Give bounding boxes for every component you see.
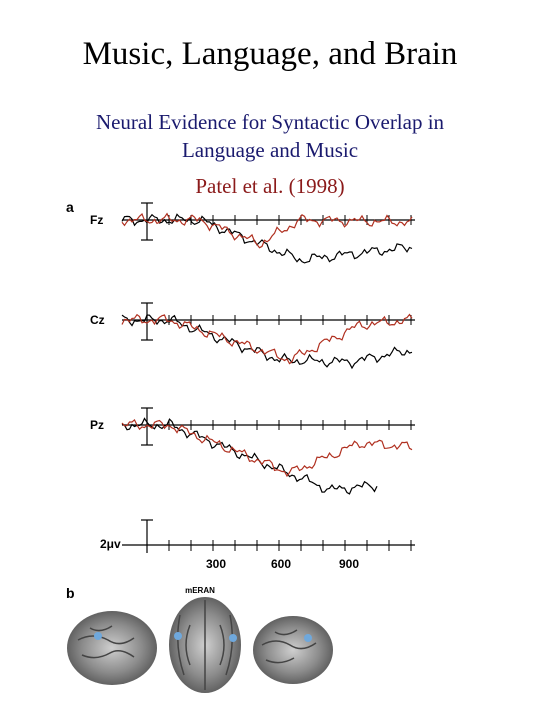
scale-label: 2μv (100, 537, 121, 551)
waveform (121, 313, 413, 365)
subtitle: Language and Music (181, 138, 359, 162)
waveform (121, 417, 378, 495)
channel-label: Pz (90, 418, 104, 432)
brain-image (67, 611, 157, 685)
x-tick-label: 300 (206, 557, 226, 571)
channel-label: Fz (90, 213, 103, 227)
x-tick-label: 900 (339, 557, 359, 571)
channel-label: Cz (90, 313, 105, 327)
citation: Patel et al. (1998) (195, 174, 345, 198)
panel-label: a (66, 199, 74, 215)
slide-title: Music, Language, and Brain (82, 36, 458, 72)
panel-label: b (66, 585, 75, 601)
brain-image (169, 597, 241, 693)
brain-image (253, 616, 333, 684)
waveform (121, 418, 413, 478)
waveform (121, 212, 413, 249)
subtitle: Neural Evidence for Syntactic Overlap in (95, 110, 445, 134)
waveform (121, 314, 413, 370)
x-tick-label: 600 (271, 557, 291, 571)
waveform (121, 213, 413, 264)
image-caption: mERAN (185, 586, 215, 595)
